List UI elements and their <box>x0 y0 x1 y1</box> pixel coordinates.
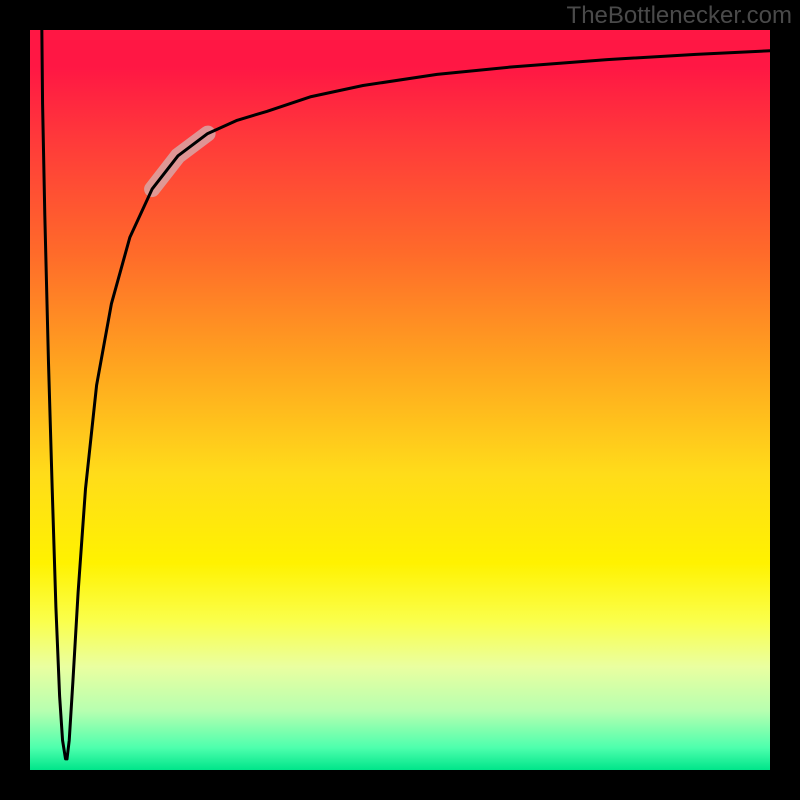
chart-container: TheBottlenecker.com <box>0 0 800 800</box>
plot-svg <box>0 0 800 800</box>
attribution-text: TheBottlenecker.com <box>567 2 792 30</box>
plot-background <box>30 30 770 770</box>
